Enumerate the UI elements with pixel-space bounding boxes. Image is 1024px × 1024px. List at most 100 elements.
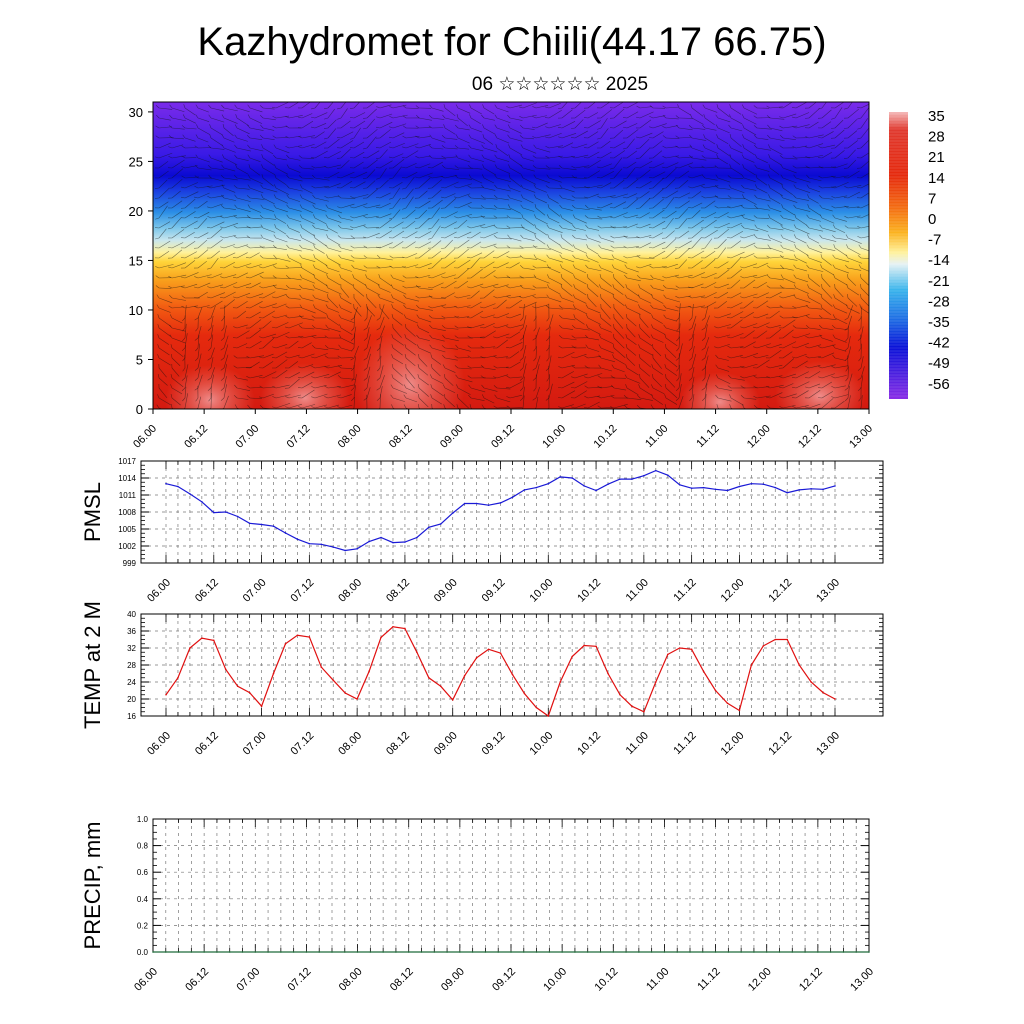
grid bbox=[141, 461, 883, 563]
data-point bbox=[574, 951, 576, 953]
data-point bbox=[774, 486, 777, 489]
y-tick-label: 20 bbox=[127, 695, 136, 704]
y-tick-label: 28 bbox=[127, 661, 136, 670]
data-point bbox=[407, 951, 410, 953]
data-point bbox=[392, 541, 394, 544]
data-point bbox=[822, 488, 824, 491]
data-point bbox=[236, 685, 239, 688]
x-tick-label: 10.00 bbox=[527, 730, 555, 758]
precip-panel: 0.0 0.2 0.4 0.6 0.8 1.0 06.00 06.12 07.00 07.12 08… bbox=[80, 815, 876, 994]
colorbar-label: -28 bbox=[928, 293, 950, 310]
data-point bbox=[571, 477, 573, 479]
x-tick-label: 12.12 bbox=[766, 577, 794, 605]
colorbar-bar bbox=[889, 112, 908, 399]
data-point bbox=[595, 489, 597, 492]
data-point bbox=[224, 511, 227, 513]
data-point bbox=[650, 951, 653, 953]
x-tick-label: 12.00 bbox=[746, 966, 774, 994]
data-point bbox=[583, 485, 585, 487]
data-point bbox=[404, 627, 406, 630]
data-point bbox=[678, 484, 681, 486]
x-tick-label: 07.12 bbox=[285, 423, 313, 451]
data-point bbox=[798, 664, 800, 666]
x-tick-label: 10.00 bbox=[541, 966, 569, 994]
x-tick-label: 08.12 bbox=[384, 730, 412, 758]
data-point bbox=[511, 496, 514, 499]
x-tick-label: 06.00 bbox=[131, 423, 159, 451]
x-tick-label: 12.12 bbox=[766, 730, 794, 758]
heatmap-y-axis: 0 5 10 15 20 25 30 bbox=[129, 105, 153, 417]
data-point bbox=[446, 951, 448, 953]
grid bbox=[153, 819, 869, 952]
y-tick-label: 1008 bbox=[118, 508, 136, 517]
colorbar-label: -49 bbox=[928, 355, 950, 372]
data-point bbox=[750, 482, 753, 485]
x-tick-label: 07.12 bbox=[289, 730, 317, 758]
data-point bbox=[380, 636, 382, 639]
data-point bbox=[320, 543, 323, 546]
x-tick-label: 09.00 bbox=[439, 966, 467, 994]
data-point bbox=[356, 698, 358, 700]
data-point bbox=[404, 541, 406, 543]
y-tick-label: 15 bbox=[129, 253, 143, 268]
data-point bbox=[547, 715, 550, 717]
data-point bbox=[475, 502, 478, 505]
data-point bbox=[510, 951, 512, 953]
data-point bbox=[535, 951, 538, 953]
series-points bbox=[165, 625, 836, 717]
data-point bbox=[241, 951, 244, 953]
data-point bbox=[499, 652, 502, 654]
x-tick-label: 06.12 bbox=[193, 730, 221, 758]
data-point bbox=[702, 486, 705, 489]
x-tick-label: 06.12 bbox=[183, 966, 211, 994]
data-point bbox=[690, 648, 693, 651]
data-point bbox=[308, 636, 311, 638]
x-tick-label: 10.12 bbox=[575, 730, 603, 758]
data-point bbox=[631, 478, 633, 480]
data-point bbox=[331, 951, 333, 953]
data-point bbox=[165, 482, 167, 485]
data-point bbox=[248, 522, 251, 525]
x-tick-label: 08.12 bbox=[388, 966, 416, 994]
data-point bbox=[368, 540, 370, 543]
wind-vectors bbox=[154, 102, 869, 409]
data-point bbox=[280, 951, 282, 953]
data-point bbox=[308, 542, 311, 545]
data-point bbox=[804, 951, 806, 953]
data-point bbox=[165, 693, 167, 696]
x-tick-label: 11.00 bbox=[624, 730, 651, 757]
data-point bbox=[344, 549, 346, 552]
x-tick-label: 13.00 bbox=[848, 966, 876, 994]
data-point bbox=[497, 951, 500, 953]
data-point bbox=[236, 515, 239, 518]
data-point bbox=[484, 951, 487, 953]
x-tick-label: 11.00 bbox=[644, 966, 671, 993]
data-point bbox=[380, 536, 382, 539]
x-tick-label: 09.00 bbox=[438, 423, 466, 451]
series-points bbox=[152, 951, 870, 953]
data-point bbox=[203, 951, 205, 953]
x-tick-label: 08.12 bbox=[387, 423, 415, 451]
data-point bbox=[356, 951, 359, 953]
data-point bbox=[318, 951, 321, 953]
x-tick-label: 08.00 bbox=[336, 730, 364, 758]
data-point bbox=[368, 670, 370, 673]
data-point bbox=[666, 653, 669, 656]
data-point bbox=[356, 548, 358, 550]
y-tick-label: 30 bbox=[129, 105, 143, 120]
colorbar-label: -7 bbox=[928, 232, 941, 249]
data-point bbox=[272, 672, 275, 675]
y-tick-label: 16 bbox=[127, 712, 136, 721]
x-tick-label: 12.00 bbox=[745, 423, 773, 451]
data-point bbox=[254, 951, 257, 953]
x-tick-label: 11.00 bbox=[643, 423, 670, 450]
y-axis-label: TEMP at 2 M bbox=[80, 601, 105, 729]
data-point bbox=[522, 951, 525, 953]
data-point bbox=[762, 645, 765, 647]
y-tick-label: 1005 bbox=[118, 525, 136, 534]
data-point bbox=[216, 951, 218, 953]
data-point bbox=[631, 705, 633, 708]
data-point bbox=[666, 474, 669, 476]
y-tick-label: 0.6 bbox=[137, 868, 149, 877]
x-tick-label: 06.00 bbox=[145, 730, 173, 758]
